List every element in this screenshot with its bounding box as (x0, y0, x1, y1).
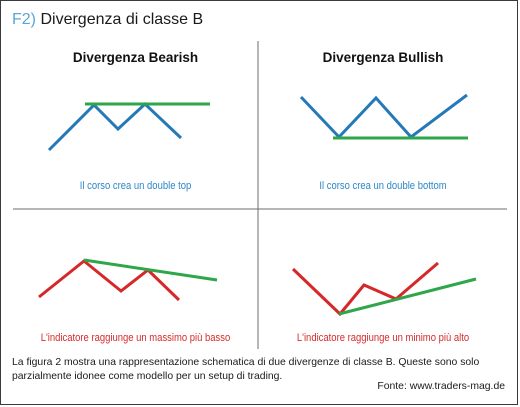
bullish-indicator-line (291, 261, 439, 317)
figure-source: Fonte: www.traders-mag.de (377, 381, 505, 392)
bearish-price-line (47, 101, 183, 152)
figure-description: La figura 2 mostra una rappresentazione … (12, 357, 480, 382)
bearish-indicator-trendline (83, 258, 218, 282)
bullish-indicator-trendline (338, 277, 477, 316)
double-bottom-caption: Il corso crea un double bottom (319, 180, 447, 192)
bearish-divergence-title: Divergenza Bearish (72, 50, 199, 65)
figure-number: F2) (12, 11, 36, 28)
higher-low-caption: L'indicatore raggiunge un minimo più alt… (296, 332, 470, 344)
lower-high-caption: L'indicatore raggiunge un massimo più ba… (40, 332, 231, 344)
bearish-indicator-line (38, 259, 181, 302)
bullish-price-line (299, 93, 468, 140)
bullish-divergence-title: Divergenza Bullish (322, 50, 444, 65)
figure-header: F2) Divergenza di classe B (12, 10, 203, 30)
figure-title: Divergenza di classe B (40, 11, 204, 28)
double-top-caption: Il corso crea un double top (79, 180, 192, 192)
